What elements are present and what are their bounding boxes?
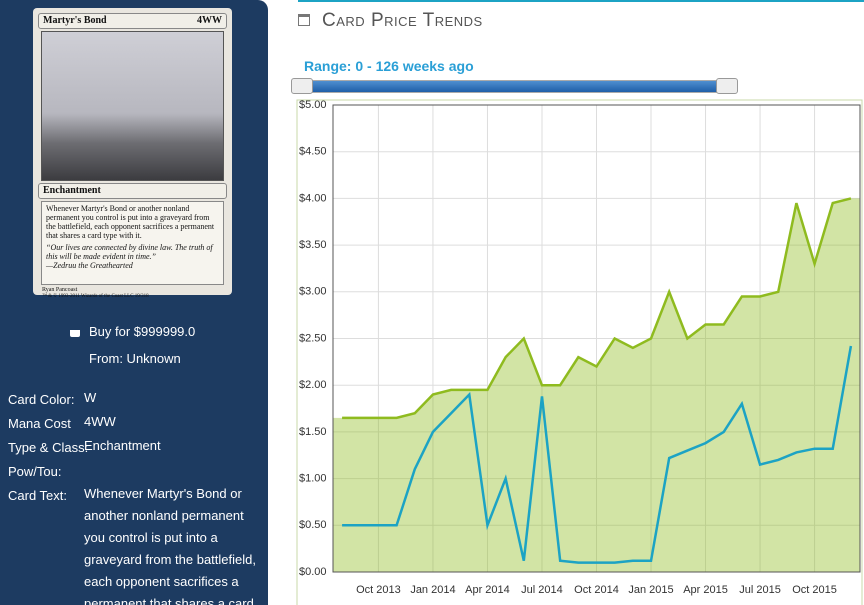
detail-value: Whenever Martyr's Bond or another nonlan… <box>84 486 256 605</box>
slider-handle[interactable] <box>291 78 313 94</box>
buy-box: Buy for $999999.0 From: Unknown <box>89 318 195 372</box>
area <box>333 198 860 572</box>
y-tick-label: $5.00 <box>299 99 327 111</box>
y-tick-label: $4.00 <box>299 192 327 204</box>
y-tick-label: $3.00 <box>299 286 327 298</box>
x-tick-label: Oct 2014 <box>574 584 619 596</box>
x-tick-label: Apr 2014 <box>465 584 510 596</box>
calendar-icon <box>298 14 310 26</box>
x-tick-label: Oct 2015 <box>792 584 837 596</box>
detail-label: Mana Cost <box>8 416 71 431</box>
y-tick-label: $3.50 <box>299 239 327 251</box>
card-image: Martyr's Bond 4WW Enchantment Whenever Ma… <box>33 8 232 299</box>
x-tick-label: Jan 2014 <box>410 584 455 596</box>
chart-frame <box>296 99 863 605</box>
card-flavor-author: —Zedruu the Greathearted <box>46 261 133 270</box>
card-name: Martyr's Bond <box>43 15 107 26</box>
y-tick-label: $0.00 <box>299 566 327 578</box>
cart-icon[interactable] <box>70 330 80 337</box>
plot-border <box>332 104 861 573</box>
y-tick-label: $2.50 <box>299 332 327 344</box>
detail-value: W <box>84 390 97 405</box>
x-tick-label: Jan 2015 <box>628 584 673 596</box>
detail-label: Card Text: <box>8 488 68 503</box>
card-artist: Ryan Pancoast <box>42 287 78 293</box>
card-mana: 4WW <box>197 15 222 26</box>
card-flavor: “Our lives are connected by divine law. … <box>46 243 213 261</box>
slider-handle[interactable] <box>716 78 738 94</box>
chart-title: Card Price Trends <box>322 10 483 31</box>
card-type-bar: Enchantment <box>38 183 227 199</box>
card-art <box>41 31 224 181</box>
y-tick-label: $2.00 <box>299 379 327 391</box>
x-tick-label: Jul 2014 <box>521 584 563 596</box>
buy-price[interactable]: Buy for $999999.0 <box>89 324 196 339</box>
detail-label: Card Color: <box>8 392 75 407</box>
buy-source: From: Unknown <box>89 351 181 366</box>
line <box>342 345 853 564</box>
top-border <box>298 0 864 2</box>
y-tick-label: $1.00 <box>299 473 327 485</box>
card-text-box: Whenever Martyr's Bond or another nonlan… <box>41 201 224 285</box>
detail-value: Enchantment <box>84 438 161 453</box>
x-tick-label: Oct 2013 <box>356 584 401 596</box>
card-name-bar: Martyr's Bond 4WW <box>38 13 227 29</box>
detail-label: Pow/Tou: <box>8 464 62 479</box>
y-tick-label: $4.50 <box>299 146 327 158</box>
range-label: Range: 0 - 126 weeks ago <box>304 58 474 74</box>
x-tick-label: Jul 2015 <box>739 584 781 596</box>
x-tick-label: Apr 2015 <box>683 584 728 596</box>
detail-label: Type & Class: <box>8 440 89 455</box>
y-tick-label: $1.50 <box>299 426 327 438</box>
card-type: Enchantment <box>43 185 101 196</box>
card-copyright: ™ & © 1993-2011 Wizards of the Coast LLC… <box>42 294 149 299</box>
sidebar: Martyr's Bond 4WW Enchantment Whenever Ma… <box>0 0 268 605</box>
detail-value: 4WW <box>84 414 116 429</box>
card-rules: Whenever Martyr's Bond or another nonlan… <box>46 204 215 240</box>
line <box>342 197 852 420</box>
y-tick-label: $0.50 <box>299 519 327 531</box>
